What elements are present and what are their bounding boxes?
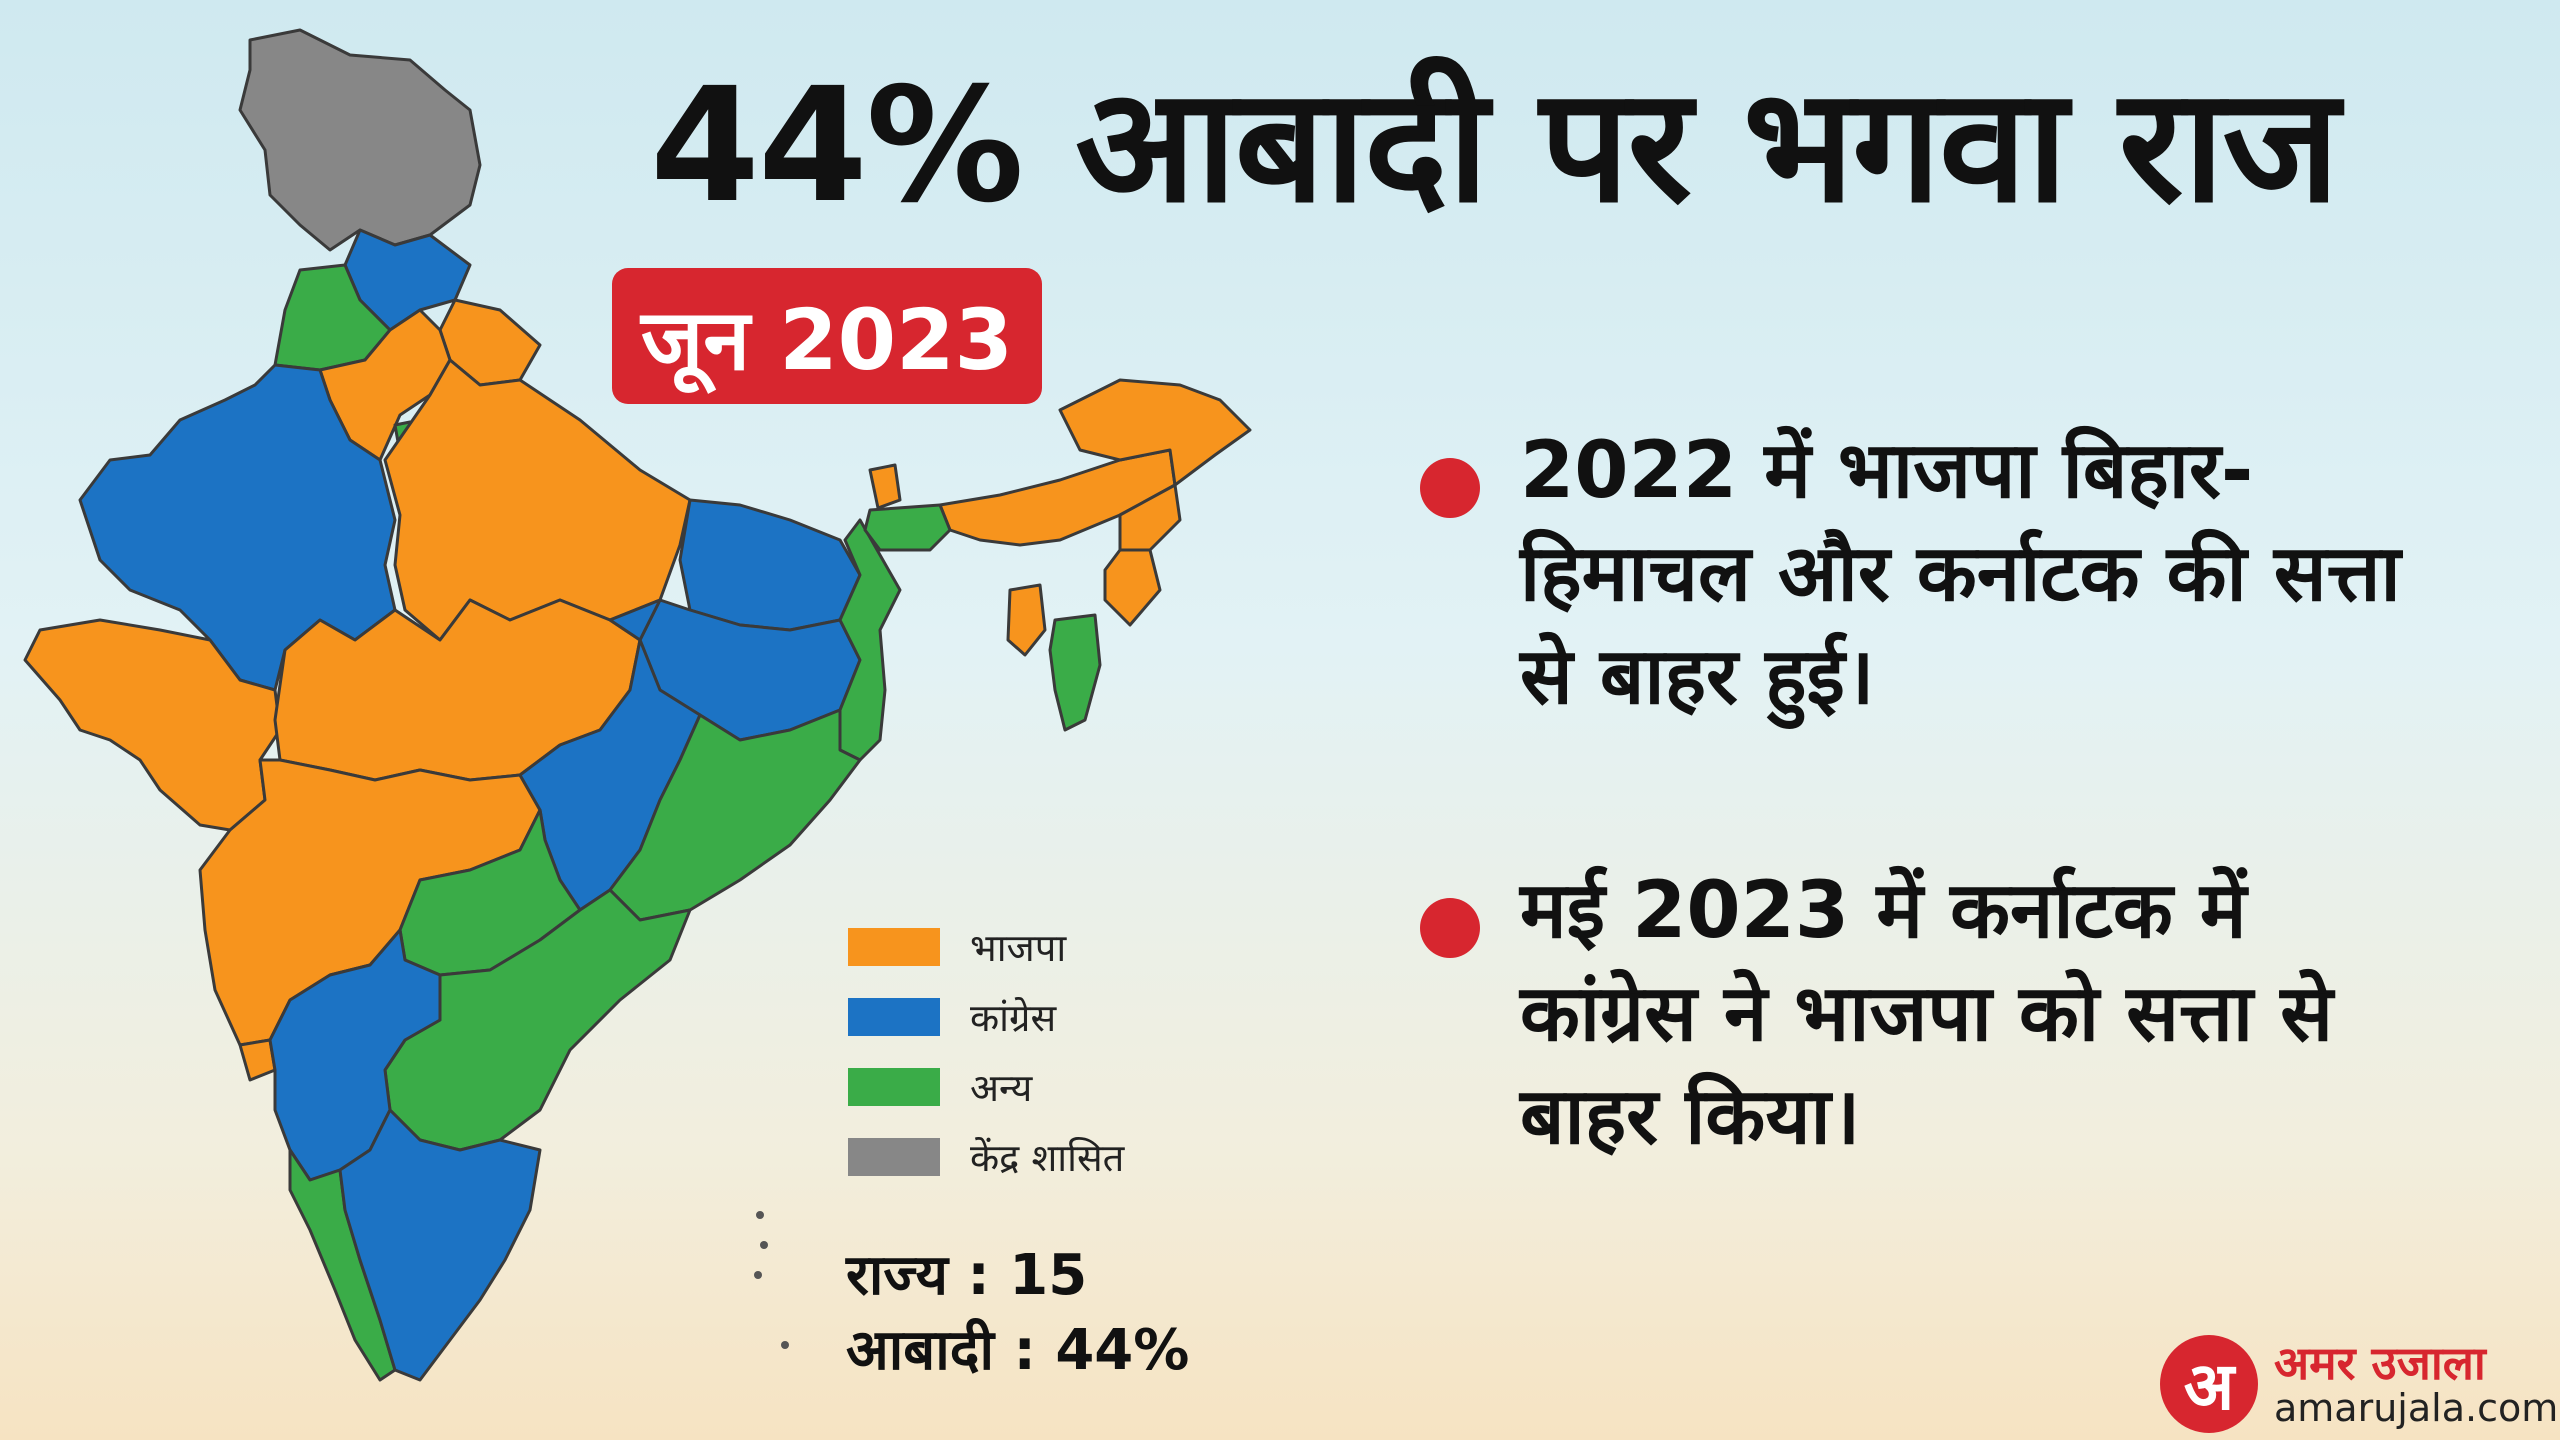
legend-label: कांग्रेस — [970, 996, 1057, 1040]
bullet-dot-icon — [1420, 458, 1480, 518]
logo-url: amarujala.com — [2274, 1386, 2559, 1431]
map-region-bihar — [678, 498, 862, 632]
bullet-item: 2022 में भाजपा बिहार-हिमाचल और कर्नाटक क… — [1420, 420, 2440, 729]
india-map — [23, 28, 1252, 1382]
legend-label: अन्य — [970, 1066, 1033, 1110]
logo-name: अमर उजाला — [2274, 1335, 2486, 1390]
map-island-dot — [756, 1211, 764, 1219]
map-region-manipur — [1103, 548, 1162, 627]
map-island-dot — [754, 1271, 762, 1279]
legend-item-bjp: भाजपा — [848, 912, 1124, 982]
bullet-item: मई 2023 में कर्नाटक में कांग्रेस ने भाजप… — [1420, 860, 2440, 1169]
legend-item-union-territory: केंद्र शासित — [848, 1122, 1124, 1192]
legend-swatch — [848, 1068, 940, 1106]
headline: 44% आबादी पर भगवा राज — [650, 54, 2340, 238]
legend-item-others: अन्य — [848, 1052, 1124, 1122]
map-region-tamil-nadu — [338, 1108, 542, 1382]
map-region-odisha — [608, 708, 862, 922]
map-island-dot — [781, 1341, 789, 1349]
stat-population: आबादी : 44% — [846, 1318, 1190, 1384]
map-region-tripura — [1006, 583, 1047, 657]
map-region-sikkim — [868, 463, 902, 510]
bullet-dot-icon — [1420, 898, 1480, 958]
map-region-arunachal — [1058, 378, 1252, 487]
stat-states: राज्य : 15 — [846, 1243, 1088, 1308]
bullet-text: 2022 में भाजपा बिहार-हिमाचल और कर्नाटक क… — [1520, 426, 2401, 722]
date-badge: जून 2023 — [612, 268, 1042, 404]
legend-swatch — [848, 998, 940, 1036]
publisher-logo: अ अमर उजाला amarujala.com — [2160, 1335, 2558, 1433]
map-region-meghalaya — [863, 503, 952, 552]
logo-mark-icon: अ — [2160, 1335, 2258, 1433]
map-island-dot — [760, 1241, 768, 1249]
bullet-text: मई 2023 में कर्नाटक में कांग्रेस ने भाजप… — [1520, 866, 2333, 1162]
legend-swatch — [848, 1138, 940, 1176]
map-region-mizoram — [1048, 613, 1102, 732]
legend-label: भाजपा — [970, 926, 1067, 970]
stats-block: राज्य : 15 आबादी : 44% — [846, 1238, 1189, 1388]
map-legend: भाजपा कांग्रेस अन्य केंद्र शासित — [848, 912, 1124, 1192]
legend-label: केंद्र शासित — [970, 1136, 1125, 1180]
legend-swatch — [848, 928, 940, 966]
legend-item-congress: कांग्रेस — [848, 982, 1124, 1052]
map-region-nagaland — [1118, 483, 1182, 552]
map-region-jammu-kashmir-ladakh — [238, 28, 482, 252]
